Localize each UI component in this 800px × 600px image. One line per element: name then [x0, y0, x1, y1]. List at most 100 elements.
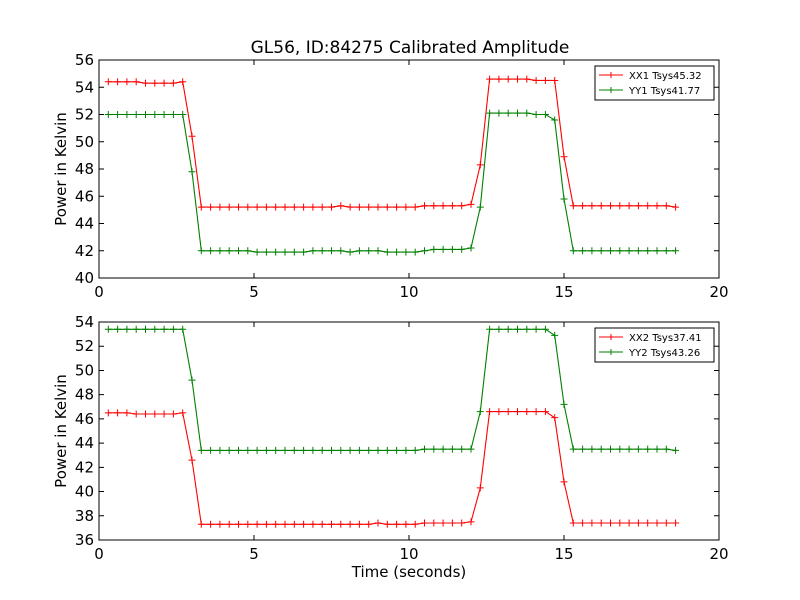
- y-tick-label: 38: [75, 507, 94, 525]
- data-point-marker: [532, 325, 540, 333]
- data-point-marker: [458, 445, 466, 453]
- data-point-marker: [383, 446, 391, 454]
- data-point-marker: [541, 76, 549, 84]
- data-point-marker: [142, 111, 149, 118]
- data-point-marker: [402, 520, 410, 528]
- data-point-marker: [272, 248, 280, 256]
- data-point-marker: [235, 203, 242, 211]
- y-tick-label: 44: [75, 434, 94, 452]
- y-tick-label: 36: [75, 531, 94, 549]
- data-point-marker: [328, 520, 335, 528]
- data-point-marker: [169, 325, 177, 333]
- legend-box: [594, 327, 715, 363]
- data-point-marker: [225, 520, 233, 528]
- data-point-marker: [458, 245, 466, 253]
- legend-marker: [608, 349, 614, 355]
- data-point-marker: [355, 520, 363, 528]
- data-point-marker: [448, 202, 456, 210]
- data-point-marker: [244, 247, 252, 255]
- data-point-marker: [365, 520, 373, 528]
- y-tick-label: 46: [75, 187, 94, 205]
- data-point-marker: [439, 245, 447, 253]
- data-point-marker: [197, 520, 205, 528]
- data-point-marker: [523, 75, 531, 83]
- data-point-marker: [132, 410, 140, 418]
- data-point-marker: [374, 519, 382, 527]
- data-point-marker: [169, 79, 177, 87]
- data-point-marker: [337, 202, 345, 210]
- data-point-marker: [151, 410, 159, 418]
- data-point-marker: [132, 325, 140, 333]
- data-point-marker: [672, 519, 680, 527]
- data-point-marker: [430, 245, 438, 253]
- data-point-marker: [514, 75, 521, 83]
- data-point-marker: [411, 446, 419, 454]
- data-point-marker: [421, 445, 428, 453]
- data-point-marker: [272, 446, 280, 454]
- y-tick-label: 48: [75, 386, 94, 404]
- data-point-marker: [634, 445, 642, 453]
- data-point-marker: [662, 445, 670, 453]
- data-point-marker: [300, 248, 308, 256]
- data-point-marker: [244, 446, 252, 454]
- data-point-marker: [495, 408, 503, 416]
- data-point-marker: [486, 408, 494, 416]
- data-point-marker: [160, 79, 168, 87]
- data-point-marker: [272, 520, 280, 528]
- y-tick-label: 44: [75, 215, 94, 233]
- data-point-marker: [393, 248, 401, 256]
- data-point-marker: [169, 111, 177, 118]
- data-point-marker: [188, 376, 196, 384]
- data-point-marker: [588, 445, 596, 453]
- data-point-marker: [458, 202, 466, 210]
- data-point-marker: [262, 248, 270, 256]
- data-point-marker: [551, 331, 559, 339]
- y-tick-label: 52: [75, 337, 94, 355]
- data-point-marker: [597, 202, 605, 210]
- data-point-marker: [653, 519, 661, 527]
- data-point-marker: [337, 247, 345, 255]
- data-point-marker: [644, 247, 652, 255]
- data-point-marker: [430, 519, 438, 527]
- data-point-marker: [365, 247, 373, 255]
- data-point-marker: [486, 325, 494, 333]
- legend-label: XX2 Tsys37.41: [629, 333, 702, 344]
- data-point-marker: [365, 446, 373, 454]
- data-point-marker: [151, 79, 159, 87]
- data-point-marker: [281, 248, 289, 256]
- x-tick-label: 0: [94, 283, 104, 301]
- data-point-marker: [290, 520, 298, 528]
- data-point-marker: [588, 247, 596, 255]
- data-point-marker: [523, 109, 531, 117]
- data-point-marker: [439, 519, 447, 527]
- data-point-marker: [160, 410, 168, 418]
- data-point-marker: [653, 247, 661, 255]
- data-point-marker: [495, 109, 503, 117]
- data-point-marker: [644, 202, 652, 210]
- y-axis-label: Power in Kelvin: [52, 112, 70, 226]
- x-tick-label: 10: [399, 283, 418, 301]
- data-point-marker: [151, 325, 159, 333]
- data-point-marker: [104, 111, 112, 118]
- data-point-marker: [625, 445, 633, 453]
- y-tick-label: 46: [75, 410, 94, 428]
- data-point-marker: [579, 445, 587, 453]
- data-point-marker: [225, 203, 233, 211]
- series-line-1: [108, 411, 676, 525]
- data-point-marker: [634, 519, 642, 527]
- data-point-marker: [458, 519, 466, 527]
- data-point-marker: [625, 519, 633, 527]
- data-point-marker: [383, 520, 391, 528]
- data-point-marker: [328, 446, 335, 454]
- data-point-marker: [560, 195, 568, 203]
- data-point-marker: [300, 520, 308, 528]
- data-point-marker: [430, 445, 438, 453]
- data-point-marker: [281, 446, 289, 454]
- top-panel: 0 5 10 20 15 40 42 44 46 48 50 52 54 56 Power in Kelvi…: [52, 51, 729, 301]
- data-point-marker: [355, 247, 363, 255]
- data-point-marker: [318, 247, 326, 255]
- data-point-marker: [132, 111, 140, 118]
- data-point-marker: [262, 520, 270, 528]
- data-point-marker: [309, 247, 317, 255]
- data-point-marker: [188, 168, 196, 176]
